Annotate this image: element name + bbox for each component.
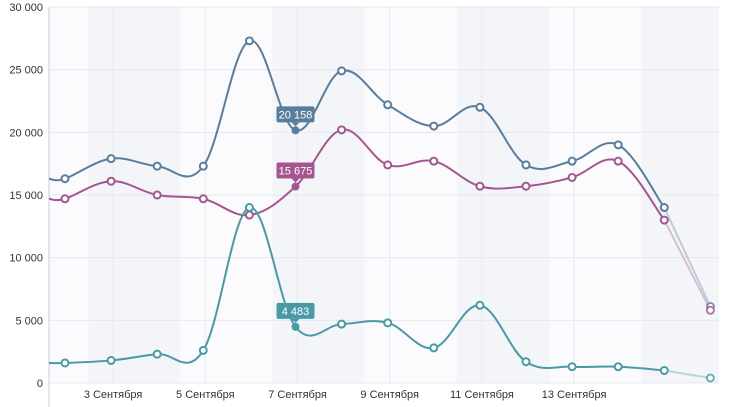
data-point <box>60 194 70 204</box>
y-tick-label: 0 <box>37 378 43 390</box>
data-point <box>106 355 116 365</box>
y-tick-label: 25 000 <box>9 65 43 77</box>
data-point <box>659 203 669 213</box>
series-forecast-segment <box>663 207 712 307</box>
data-point <box>567 172 577 182</box>
data-point <box>244 210 254 220</box>
data-point <box>429 343 439 353</box>
data-point <box>613 156 623 166</box>
tooltip-pointer <box>291 178 300 183</box>
y-axis-ticks: 0 5 000 10 000 15 000 20 000 25 000 30 000 <box>9 2 43 390</box>
tooltip-pointer <box>291 122 300 127</box>
x-tick-label: 11 Сентября <box>450 389 514 401</box>
data-point <box>429 121 439 131</box>
data-point <box>106 176 116 186</box>
data-point <box>705 373 715 383</box>
data-point <box>198 345 208 355</box>
data-point <box>106 154 116 164</box>
data-point <box>613 140 623 150</box>
data-point <box>244 36 254 46</box>
tooltip-value-label: 15 675 <box>279 166 313 178</box>
data-point <box>337 66 347 76</box>
x-tick-label: 9 Сентября <box>360 389 419 401</box>
data-point <box>475 102 485 112</box>
x-axis-ticks: 3 Сентября 5 Сентября 7 Сентября 9 Сентября… <box>84 389 607 401</box>
y-tick-label: 10 000 <box>9 253 43 265</box>
data-point <box>659 365 669 375</box>
series-line <box>48 206 665 372</box>
value-tooltip <box>276 302 315 319</box>
y-tick-label: 5 000 <box>15 315 43 327</box>
data-point <box>337 319 347 329</box>
data-point <box>429 156 439 166</box>
data-point <box>152 349 162 359</box>
tooltip-layer: 20 158 15 675 4 483 <box>276 106 315 323</box>
series-forecast-segment <box>664 369 711 379</box>
y-tick-label: 30 000 <box>9 2 43 14</box>
x-tick-label: 5 Сентября <box>176 389 235 401</box>
y-tick-label: 15 000 <box>9 190 43 202</box>
tooltip-pointer <box>291 318 300 323</box>
data-point <box>152 161 162 171</box>
data-point <box>383 160 393 170</box>
data-point <box>383 100 393 110</box>
x-tick-label: 3 Сентября <box>84 389 143 401</box>
y-tick-label: 20 000 <box>9 127 43 139</box>
data-point <box>613 362 623 372</box>
data-point <box>152 190 162 200</box>
data-point <box>521 160 531 170</box>
data-point <box>337 125 347 135</box>
value-tooltip <box>276 162 315 179</box>
data-point <box>60 174 70 184</box>
x-tick-label: 7 Сентября <box>268 389 327 401</box>
data-point <box>567 156 577 166</box>
data-point-highlight <box>291 126 300 135</box>
data-point <box>521 357 531 367</box>
series-layer <box>48 36 715 383</box>
data-point <box>198 161 208 171</box>
data-point <box>705 305 715 315</box>
data-point <box>244 203 254 213</box>
data-point <box>198 194 208 204</box>
x-tick-label: 13 Сентября <box>542 389 607 401</box>
data-point <box>475 181 485 191</box>
data-point <box>521 181 531 191</box>
data-point <box>659 215 669 225</box>
series-line <box>48 39 666 209</box>
value-tooltip <box>276 106 315 123</box>
tooltip-value-label: 4 483 <box>282 306 310 318</box>
tooltip-value-label: 20 158 <box>279 109 313 121</box>
data-point <box>383 318 393 328</box>
data-point <box>60 358 70 368</box>
data-point <box>567 362 577 372</box>
series-forecast-segment <box>663 219 712 311</box>
data-point <box>475 300 485 310</box>
data-point-highlight <box>291 182 300 191</box>
data-point-highlight <box>291 322 300 331</box>
